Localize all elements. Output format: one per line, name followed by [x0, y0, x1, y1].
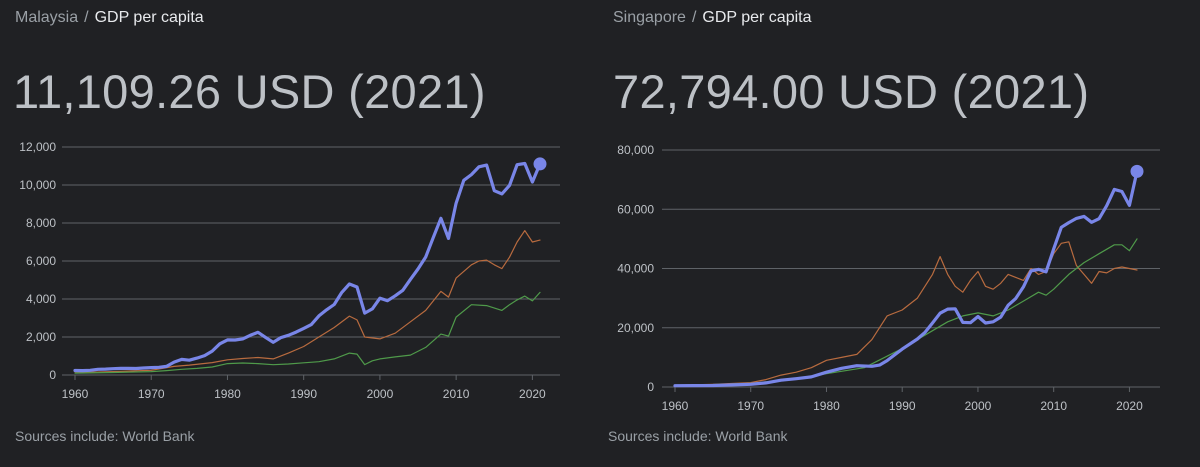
x-tick-label: 2010 — [1040, 399, 1067, 413]
comparison-series-line-1 — [74, 230, 541, 374]
breadcrumb: Malaysia / GDP per capita — [15, 9, 204, 27]
primary-series-line — [673, 169, 1139, 388]
comparison-series-line-2 — [74, 291, 541, 374]
headline-value: 72,794.00 USD (2021) — [613, 65, 1090, 118]
y-tick-label: 12,000 — [19, 140, 56, 154]
latest-value-marker — [1130, 164, 1144, 178]
x-tick-label: 2010 — [443, 387, 470, 401]
y-tick-label: 8,000 — [26, 216, 56, 230]
malaysia-panel: Malaysia / GDP per capita 11,109.26 USD (2… — [0, 0, 584, 467]
breadcrumb-metric: GDP per capita — [94, 9, 204, 26]
y-tick-label: 2,000 — [26, 330, 56, 344]
breadcrumb: Singapore / GDP per capita — [613, 9, 812, 27]
comparison-series-line-2 — [674, 238, 1138, 387]
headline-value: 11,109.26 USD (2021) — [13, 65, 486, 118]
y-tick-label: 20,000 — [617, 321, 654, 335]
comparison-series-line-1 — [674, 241, 1138, 386]
x-tick-label: 1970 — [138, 387, 165, 401]
sources-note: Sources include: World Bank — [608, 428, 788, 444]
singapore-panel: Singapore / GDP per capita 72,794.00 USD (… — [600, 0, 1200, 467]
x-tick-label: 1980 — [214, 387, 241, 401]
primary-series-line — [73, 161, 542, 373]
x-tick-label: 2020 — [1116, 399, 1143, 413]
malaysia-gdp-chart: 0 2,000 4,000 6,000 8,000 10,000 12,000 1960 197… — [19, 140, 560, 401]
breadcrumb-metric: GDP per capita — [702, 9, 812, 26]
x-tick-label: 1970 — [737, 399, 764, 413]
x-tick-label: 1990 — [290, 387, 317, 401]
singapore-gdp-chart: 0 20,000 40,000 60,000 80,000 1960 1970 1980 199… — [617, 143, 1160, 413]
x-tick-label: 1980 — [813, 399, 840, 413]
latest-value-marker — [533, 157, 547, 171]
y-tick-label: 6,000 — [26, 254, 56, 268]
x-tick-label: 1960 — [662, 399, 689, 413]
x-tick-label: 2020 — [519, 387, 546, 401]
y-tick-label: 60,000 — [617, 202, 654, 216]
sources-note: Sources include: World Bank — [15, 428, 195, 444]
y-tick-label: 0 — [647, 380, 654, 394]
breadcrumb-separator: / — [691, 9, 697, 26]
y-tick-label: 80,000 — [617, 143, 654, 157]
y-tick-label: 4,000 — [26, 292, 56, 306]
x-tick-label: 1960 — [62, 387, 89, 401]
x-tick-label: 2000 — [367, 387, 394, 401]
breadcrumb-separator: / — [84, 9, 89, 26]
breadcrumb-country-link[interactable]: Singapore — [613, 9, 686, 26]
y-tick-label: 40,000 — [617, 262, 654, 276]
y-tick-label: 0 — [49, 368, 56, 382]
y-tick-label: 10,000 — [19, 178, 56, 192]
x-tick-label: 2000 — [965, 399, 992, 413]
breadcrumb-country-link[interactable]: Malaysia — [15, 9, 79, 26]
x-tick-label: 1990 — [889, 399, 916, 413]
